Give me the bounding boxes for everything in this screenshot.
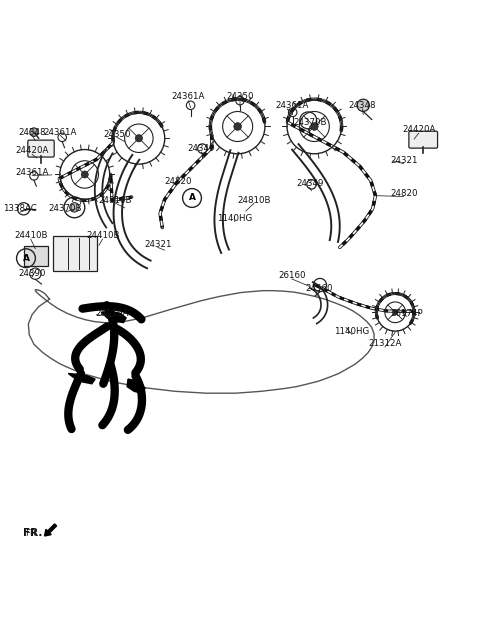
Text: 24370B: 24370B	[293, 118, 326, 127]
Text: 24560: 24560	[305, 284, 333, 294]
Text: 24820: 24820	[390, 189, 418, 198]
Text: 24410B: 24410B	[86, 231, 120, 240]
Text: A: A	[23, 254, 29, 262]
FancyBboxPatch shape	[409, 131, 438, 148]
Text: 24349: 24349	[296, 179, 324, 188]
Text: 21312A: 21312A	[368, 339, 402, 348]
Polygon shape	[101, 311, 126, 323]
Text: 1140HG: 1140HG	[217, 214, 252, 223]
Circle shape	[311, 122, 318, 131]
Circle shape	[357, 99, 370, 112]
Text: 24321: 24321	[390, 156, 418, 165]
Text: 24361A: 24361A	[44, 127, 77, 137]
Circle shape	[81, 171, 88, 178]
FancyBboxPatch shape	[24, 247, 48, 266]
Text: 24810B: 24810B	[98, 196, 132, 205]
Circle shape	[135, 134, 143, 142]
Polygon shape	[68, 373, 95, 384]
Text: 24420A: 24420A	[15, 146, 49, 155]
Circle shape	[234, 122, 241, 131]
Text: 24348: 24348	[18, 127, 46, 137]
Text: 24350: 24350	[103, 130, 131, 139]
Text: 1140HG: 1140HG	[335, 327, 370, 335]
FancyArrow shape	[45, 524, 57, 536]
Text: 24321: 24321	[144, 240, 171, 249]
Text: 24361A: 24361A	[171, 93, 205, 101]
Text: A: A	[189, 193, 195, 202]
Circle shape	[393, 309, 398, 315]
Text: 24370B: 24370B	[48, 204, 82, 213]
Text: 24361A: 24361A	[15, 167, 49, 177]
Circle shape	[30, 128, 38, 136]
Text: 24410B: 24410B	[14, 231, 48, 240]
FancyBboxPatch shape	[53, 236, 97, 271]
Text: FR.: FR.	[25, 529, 39, 538]
Text: 24810B: 24810B	[238, 196, 271, 205]
Text: 26174P: 26174P	[391, 309, 423, 318]
Text: 24420A: 24420A	[402, 126, 435, 134]
Text: 26160: 26160	[278, 271, 305, 280]
FancyBboxPatch shape	[28, 140, 54, 157]
Text: 24348: 24348	[348, 101, 376, 110]
Text: FR.: FR.	[23, 528, 42, 538]
Text: 24350: 24350	[226, 93, 254, 101]
Text: 24361A: 24361A	[275, 101, 309, 110]
Text: 24390: 24390	[18, 269, 46, 278]
Text: 1338AC: 1338AC	[3, 204, 37, 213]
Circle shape	[70, 203, 79, 212]
Text: 24820: 24820	[164, 177, 192, 186]
Polygon shape	[127, 379, 145, 393]
Text: 24349: 24349	[188, 144, 215, 153]
Text: 24010A: 24010A	[96, 309, 129, 318]
